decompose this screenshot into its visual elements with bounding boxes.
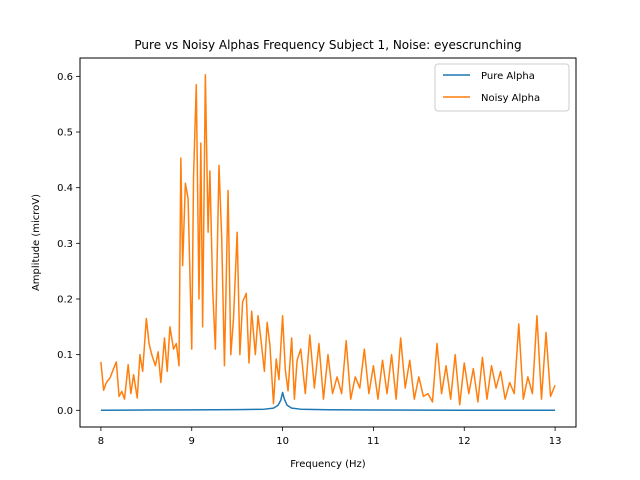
legend-label-pure-alpha: Pure Alpha (481, 71, 535, 82)
x-tick-label: 12 (458, 436, 471, 447)
legend-label-noisy-alpha: Noisy Alpha (481, 93, 540, 104)
y-tick-label: 0.0 (57, 406, 73, 417)
chart-title: Pure vs Noisy Alphas Frequency Subject 1… (134, 38, 521, 52)
series-line-pure-alpha (100, 391, 556, 412)
y-axis-ticks: 0.0 0.1 0.2 0.3 0.4 0.5 0.6 (57, 72, 80, 417)
x-tick-label: 10 (276, 436, 289, 447)
legend: Pure Alpha Noisy Alpha (434, 63, 570, 112)
x-tick-label: 13 (549, 436, 562, 447)
y-tick-label: 0.6 (57, 72, 73, 83)
series-line-noisy-alpha (100, 73, 556, 406)
y-axis-label: Amplitude (microV) (31, 194, 42, 291)
x-axis-label: Frequency (Hz) (290, 459, 366, 470)
y-tick-label: 0.1 (57, 350, 73, 361)
x-tick-label: 9 (189, 436, 195, 447)
x-axis-ticks: 8 9 10 11 12 13 (98, 427, 562, 447)
y-tick-label: 0.3 (57, 239, 73, 250)
y-tick-label: 0.5 (57, 128, 73, 139)
plot-frame (79, 57, 577, 428)
x-tick-label: 11 (367, 436, 380, 447)
series-layer (100, 73, 556, 412)
y-tick-label: 0.2 (57, 294, 73, 305)
y-tick-label: 0.4 (57, 183, 73, 194)
x-tick-label: 8 (98, 436, 104, 447)
